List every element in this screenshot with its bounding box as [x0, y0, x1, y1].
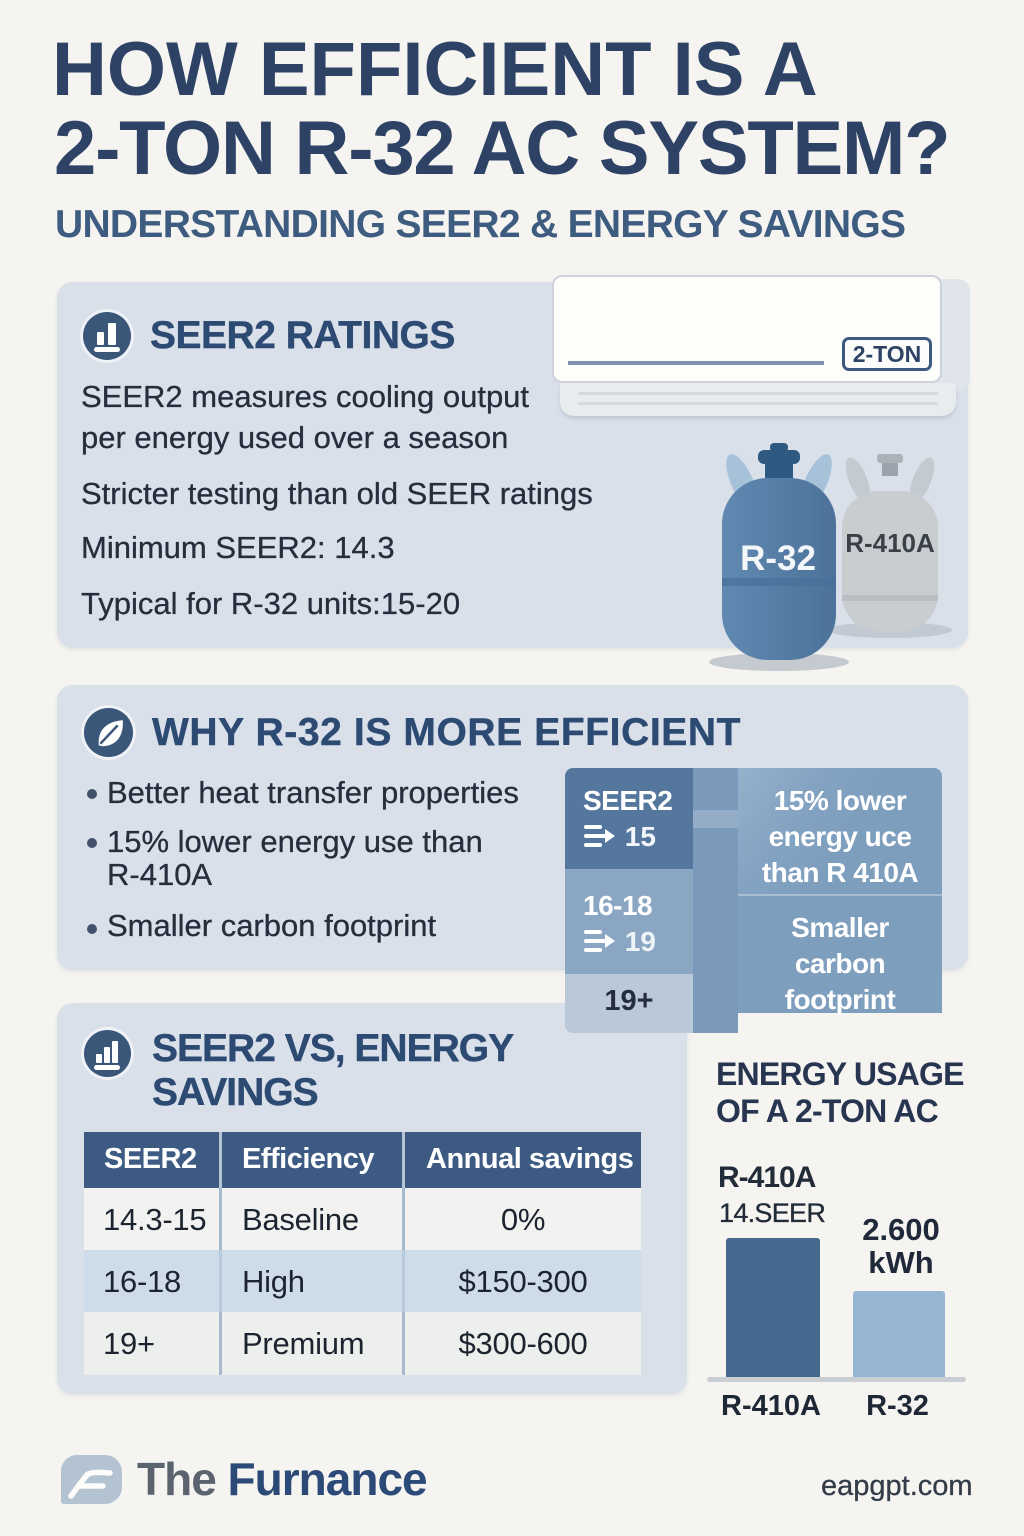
svg-text:R-410A: R-410A — [845, 528, 935, 558]
svg-text:R-32: R-32 — [740, 539, 816, 578]
